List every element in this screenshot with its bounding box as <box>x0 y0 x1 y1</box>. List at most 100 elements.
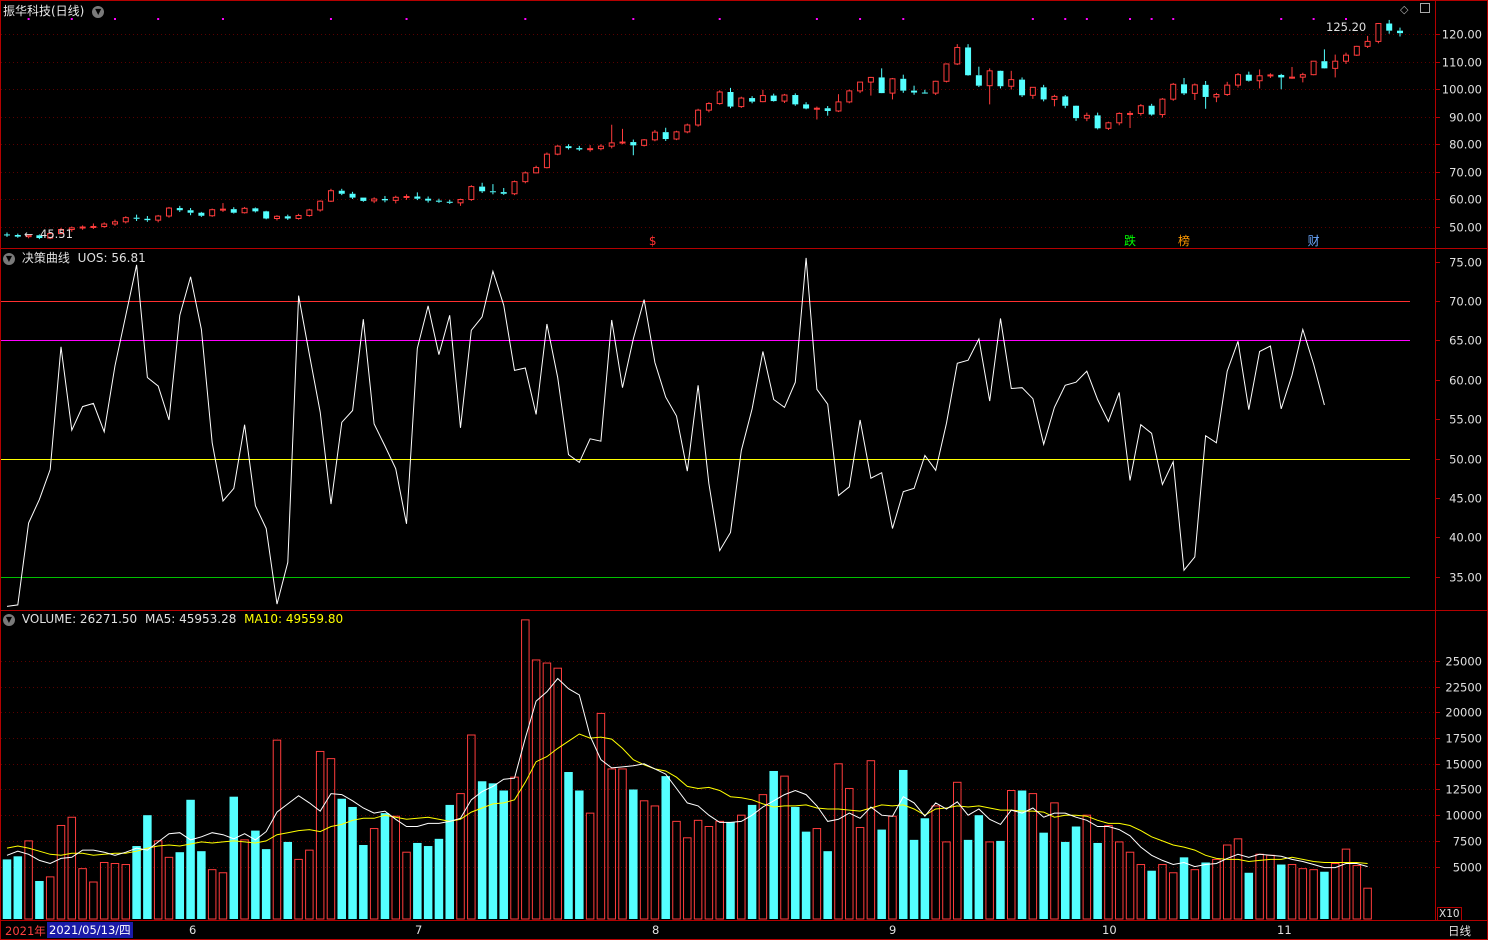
candle-body-up <box>1256 75 1263 82</box>
candle-body-down <box>911 90 918 93</box>
candle-body-down <box>770 95 777 102</box>
candle-body-up <box>209 209 216 217</box>
candle-body-down <box>1202 84 1209 97</box>
candle-body-down <box>414 196 421 199</box>
candle-body-down <box>14 235 21 237</box>
event-dot <box>1280 18 1283 20</box>
volume-bar-up <box>89 881 98 920</box>
candle-body-up <box>295 214 302 220</box>
candle-body-down <box>133 217 140 219</box>
volume-bar-down <box>1244 872 1254 919</box>
volume-bar-up <box>121 864 131 920</box>
candle-body-up <box>1029 86 1036 96</box>
volume-bar-down <box>899 769 908 919</box>
uos-tick-label: 70.00 <box>1449 295 1482 309</box>
volume-bar-up <box>456 793 465 920</box>
candle-body-up <box>835 101 842 112</box>
volume-bar-up <box>218 872 228 920</box>
candle-body-down <box>1321 61 1328 69</box>
window-controls: ◇ <box>1400 3 1430 16</box>
uos-tick-label: 50.00 <box>1449 453 1482 467</box>
volume-bar-up <box>1352 865 1362 920</box>
volume-bar-down <box>261 849 271 919</box>
year-label: 2021年 <box>5 924 46 938</box>
low-price-label: 45.51 <box>40 227 73 241</box>
candle-body-down <box>230 209 237 213</box>
volume-bar-up <box>1158 864 1167 920</box>
volume-bar-up <box>1136 864 1146 920</box>
stock-title: 振华科技(日线) <box>3 4 85 18</box>
volume-bar-up <box>510 776 519 920</box>
volume-bar-up <box>207 869 217 920</box>
indicator-title: 决策曲线 <box>21 251 70 265</box>
volume-bar-up <box>305 849 314 920</box>
candle-body-down <box>1094 115 1101 129</box>
volume-bar-down <box>974 815 984 919</box>
candle-body-up <box>68 227 75 231</box>
candle-body-up <box>306 209 313 216</box>
event-marker: 跌 <box>1124 233 1136 248</box>
candle-body-up <box>90 225 97 228</box>
volume-bar-down <box>488 783 498 919</box>
candle-body-up <box>684 124 691 133</box>
volume-bar-down <box>747 804 757 919</box>
candle-body-up <box>932 80 939 94</box>
candle-body-down <box>878 77 885 94</box>
candle-body-up <box>392 196 399 201</box>
month-label-nov: 11 <box>1277 923 1292 937</box>
volume-tick-label: 15000 <box>1445 758 1482 772</box>
candle-body-down <box>921 92 928 94</box>
volume-bar-up <box>24 840 33 920</box>
price-tick-label: 100.00 <box>1442 83 1482 97</box>
event-dot <box>632 18 635 20</box>
event-dot <box>329 18 332 20</box>
volume-bar-up <box>1309 869 1318 920</box>
period-label[interactable]: 日线 <box>1448 924 1471 938</box>
volume-bar-down <box>1039 832 1048 919</box>
uos-value: UOS: 56.81 <box>77 251 146 265</box>
candle-body-up <box>781 94 788 102</box>
month-label-sep: 9 <box>889 923 897 937</box>
indicator-collapse-icon[interactable]: ▼ <box>3 252 15 265</box>
candle-body-up <box>79 226 86 229</box>
volume-bar-up <box>1125 851 1135 920</box>
volume-bar-up <box>1341 848 1351 920</box>
volume-bar-up <box>272 739 282 920</box>
volume-bar-up <box>1233 838 1243 920</box>
candle-body-down <box>900 78 907 91</box>
volume-tick-label: 5000 <box>1453 861 1482 875</box>
volume-bar-down <box>251 830 260 919</box>
volume-bar-down <box>791 806 800 919</box>
collapse-icon[interactable]: ▼ <box>92 5 105 18</box>
volume-collapse-icon[interactable]: ▼ <box>3 613 15 626</box>
volume-bar-up <box>585 812 595 920</box>
candle-body-up <box>651 131 658 141</box>
month-label-jul: 7 <box>415 923 423 937</box>
candle-body-up <box>101 223 108 227</box>
volume-bar-up <box>1007 790 1016 920</box>
event-dot <box>221 18 224 20</box>
candle-body-down <box>425 198 432 201</box>
candle-body-down <box>1019 79 1026 96</box>
volume-tick-label: 20000 <box>1445 706 1482 720</box>
diamond-icon[interactable]: ◇ <box>1400 3 1409 16</box>
candle-body-up <box>943 63 950 82</box>
volume-bar-down <box>186 799 195 919</box>
volume-bar-down <box>963 839 973 919</box>
event-dot <box>1312 18 1315 20</box>
volume-tick-label: 12500 <box>1445 783 1482 797</box>
event-dot <box>524 18 527 20</box>
uos-line <box>6 257 1325 607</box>
volume-bar-up <box>542 662 552 920</box>
candle-body-up <box>846 90 853 103</box>
candle-body-up <box>673 131 680 140</box>
zoom-box-icon[interactable] <box>1419 3 1430 13</box>
volume-bar-up <box>596 712 606 920</box>
price-tick-label: 80.00 <box>1449 138 1482 152</box>
price-tick-label: 90.00 <box>1449 111 1482 125</box>
volume-bar-up <box>402 851 411 920</box>
candle-body-up <box>889 78 896 94</box>
volume-bar-up <box>78 868 87 920</box>
candle-body-up <box>111 221 118 225</box>
